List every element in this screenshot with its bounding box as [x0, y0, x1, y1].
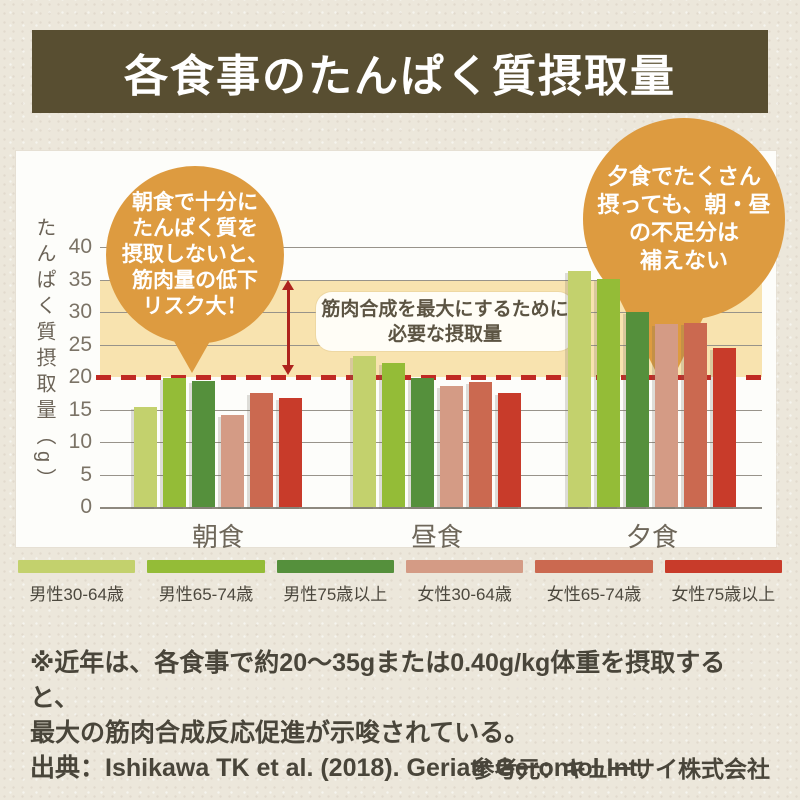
callout-text-line: たんぱく質を	[132, 217, 258, 240]
legend-label: 女性30-64歳	[417, 585, 512, 604]
bar-夕食-女性75歳以上	[713, 348, 736, 507]
legend-swatch	[18, 560, 136, 573]
reference-credit: 参考元：キューサイ株式会社	[471, 756, 770, 782]
bar-朝食-女性65-74歳	[250, 392, 273, 507]
bar-昼食-女性65-74歳	[469, 382, 492, 507]
legend-item: 女性75歳以上	[664, 560, 782, 605]
y-axis-title: たんぱく質摂取量（g）	[33, 217, 55, 495]
bar-朝食-女性30-64歳	[221, 415, 244, 507]
footnotes: ※近年は、各食事で約20〜35gまたは0.40g/kg体重を摂取すると、 最大の…	[30, 646, 772, 786]
y-tick-40: 40	[68, 235, 92, 258]
legend-label: 女性65-74歳	[546, 585, 642, 604]
bar-昼食-男性75歳以上	[411, 377, 434, 507]
y-tick-0: 0	[80, 495, 92, 518]
legend-item: 女性65-74歳	[535, 560, 653, 605]
y-tick-35: 35	[68, 267, 92, 291]
bar-夕食-男性75歳以上	[626, 312, 649, 507]
callout-text-line: 朝食で十分に	[132, 191, 258, 214]
callout-text-line: 筋肉量の低下	[132, 269, 258, 292]
target-band-label-line2: 必要な摂取量	[387, 323, 502, 345]
legend-label: 男性30-64歳	[29, 585, 124, 604]
legend-label: 女性75歳以上	[671, 585, 776, 604]
legend-swatch	[276, 560, 394, 573]
legend-label: 男性65-74歳	[158, 585, 254, 604]
callout-text-line: 補えない	[639, 248, 728, 273]
bar-昼食-男性65-74歳	[382, 362, 405, 507]
gridline-35	[100, 279, 762, 281]
legend-item: 男性30-64歳	[18, 560, 136, 605]
bar-朝食-男性75歳以上	[192, 380, 215, 507]
callout-text-line: 摂っても、朝・昼	[597, 192, 771, 217]
gridline-40	[100, 247, 762, 248]
category-label-朝食: 朝食	[191, 522, 244, 552]
y-tick-30: 30	[68, 300, 92, 323]
legend-swatch	[535, 560, 653, 573]
y-tick-5: 5	[80, 462, 92, 486]
legend-item: 男性75歳以上	[276, 560, 394, 605]
y-tick-20: 20	[68, 365, 92, 388]
y-tick-25: 25	[68, 332, 92, 356]
bar-朝食-男性65-74歳	[163, 378, 186, 507]
legend-item: 女性30-64歳	[405, 560, 524, 605]
footnote-line1: ※近年は、各食事で約20〜35gまたは0.40g/kg体重を摂取すると、	[30, 649, 726, 712]
arrow-down-icon	[282, 365, 294, 375]
y-tick-15: 15	[68, 397, 92, 421]
footnote-line2: 最大の筋肉合成反応促進が示唆されている。	[30, 719, 530, 747]
breakfast-callout: 朝食で十分に たんぱく質を 摂取しないと、 筋肉量の低下 リスク大！	[106, 166, 284, 426]
legend-swatch	[405, 560, 524, 573]
page-title-text: 各食事のたんぱく質摂取量	[124, 51, 676, 101]
legend-swatch	[664, 560, 782, 573]
legend-swatch	[147, 560, 265, 573]
bar-夕食-女性65-74歳	[684, 323, 707, 507]
reference-line-20g	[96, 375, 768, 380]
target-band-label-line1: 筋肉合成を最大にするために	[321, 298, 569, 320]
legend: 男性30-64歳 男性65-74歳 男性75歳以上 女性30-64歳 女性65-74歳 女…	[18, 560, 782, 605]
callout-text-line: の不足分は	[628, 220, 739, 245]
source-citation: 出典：Ishikawa TK et al. (2018). Geriatr Ge…	[30, 754, 645, 782]
breakfast-callout-balloon: 朝食で十分に たんぱく質を 摂取しないと、 筋肉量の低下 リスク大！	[106, 166, 284, 344]
bar-昼食-女性30-64歳	[440, 386, 463, 507]
legend-label: 男性75歳以上	[283, 585, 388, 604]
bar-朝食-男性30-64歳	[134, 406, 157, 507]
arrow-shaft	[287, 287, 290, 368]
bar-夕食-男性65-74歳	[597, 278, 620, 507]
gridline-0	[100, 507, 762, 509]
callout-text-line: 摂取しないと、	[121, 243, 269, 266]
legend-item: 男性65-74歳	[147, 560, 265, 605]
category-label-昼食: 昼食	[410, 522, 463, 552]
bar-夕食-男性30-64歳	[568, 271, 591, 507]
callout-text-line: 夕食でたくさん	[606, 164, 761, 189]
target-range-arrow	[282, 280, 295, 375]
bar-昼食-男性30-64歳	[353, 356, 376, 507]
bar-夕食-女性30-64歳	[655, 324, 678, 507]
callout-text-line: リスク大！	[142, 295, 248, 318]
page-title: 各食事のたんぱく質摂取量	[32, 30, 768, 113]
y-tick-10: 10	[68, 430, 92, 453]
bar-朝食-女性75歳以上	[279, 398, 302, 507]
bar-昼食-女性75歳以上	[498, 393, 521, 507]
arrow-up-icon	[282, 280, 294, 290]
category-label-夕食: 夕食	[625, 522, 678, 552]
target-band-label: 筋肉合成を最大にするために 必要な摂取量	[316, 292, 574, 351]
